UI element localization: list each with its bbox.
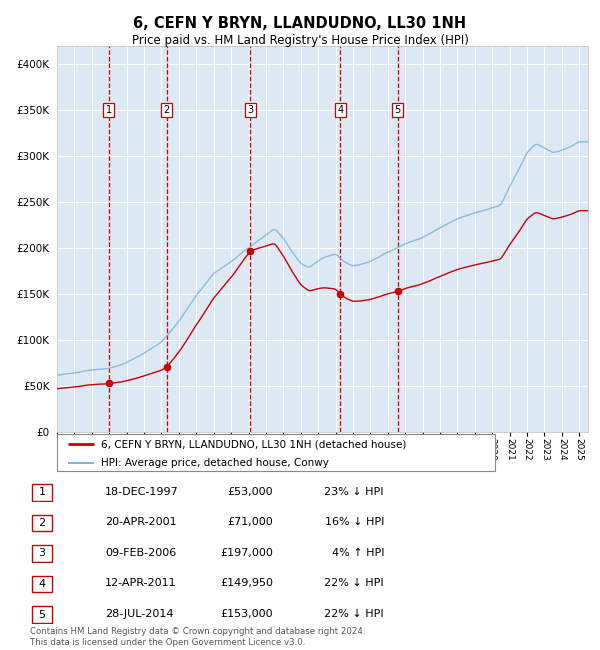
FancyBboxPatch shape <box>32 515 52 531</box>
FancyBboxPatch shape <box>32 545 52 562</box>
Text: £153,000: £153,000 <box>220 609 273 619</box>
FancyBboxPatch shape <box>32 576 52 592</box>
Text: 2: 2 <box>38 518 46 528</box>
Text: 5: 5 <box>395 105 401 115</box>
Text: 4% ↑ HPI: 4% ↑ HPI <box>331 548 384 558</box>
Text: 5: 5 <box>38 610 46 619</box>
Text: 12-APR-2011: 12-APR-2011 <box>105 578 176 588</box>
Text: 6, CEFN Y BRYN, LLANDUDNO, LL30 1NH (detached house): 6, CEFN Y BRYN, LLANDUDNO, LL30 1NH (det… <box>101 439 406 449</box>
Text: 4: 4 <box>38 579 46 589</box>
Text: HPI: Average price, detached house, Conwy: HPI: Average price, detached house, Conw… <box>101 458 329 468</box>
Text: 09-FEB-2006: 09-FEB-2006 <box>105 548 176 558</box>
FancyBboxPatch shape <box>32 484 52 500</box>
Text: 28-JUL-2014: 28-JUL-2014 <box>105 609 173 619</box>
Text: £197,000: £197,000 <box>220 548 273 558</box>
Text: 18-DEC-1997: 18-DEC-1997 <box>105 487 179 497</box>
Text: 4: 4 <box>337 105 343 115</box>
Text: 23% ↓ HPI: 23% ↓ HPI <box>325 487 384 497</box>
Text: 22% ↓ HPI: 22% ↓ HPI <box>325 609 384 619</box>
Text: 6, CEFN Y BRYN, LLANDUDNO, LL30 1NH: 6, CEFN Y BRYN, LLANDUDNO, LL30 1NH <box>133 16 467 31</box>
FancyBboxPatch shape <box>57 434 495 471</box>
Text: 3: 3 <box>247 105 253 115</box>
FancyBboxPatch shape <box>32 606 52 623</box>
Text: 3: 3 <box>38 549 46 558</box>
Text: 2: 2 <box>164 105 170 115</box>
Text: 22% ↓ HPI: 22% ↓ HPI <box>325 578 384 588</box>
Text: £53,000: £53,000 <box>227 487 273 497</box>
Text: £149,950: £149,950 <box>220 578 273 588</box>
Text: 16% ↓ HPI: 16% ↓ HPI <box>325 517 384 527</box>
Text: 20-APR-2001: 20-APR-2001 <box>105 517 176 527</box>
Text: Contains HM Land Registry data © Crown copyright and database right 2024.
This d: Contains HM Land Registry data © Crown c… <box>30 627 365 647</box>
Text: 1: 1 <box>38 488 46 497</box>
Text: £71,000: £71,000 <box>227 517 273 527</box>
Text: 1: 1 <box>106 105 112 115</box>
Text: Price paid vs. HM Land Registry's House Price Index (HPI): Price paid vs. HM Land Registry's House … <box>131 34 469 47</box>
